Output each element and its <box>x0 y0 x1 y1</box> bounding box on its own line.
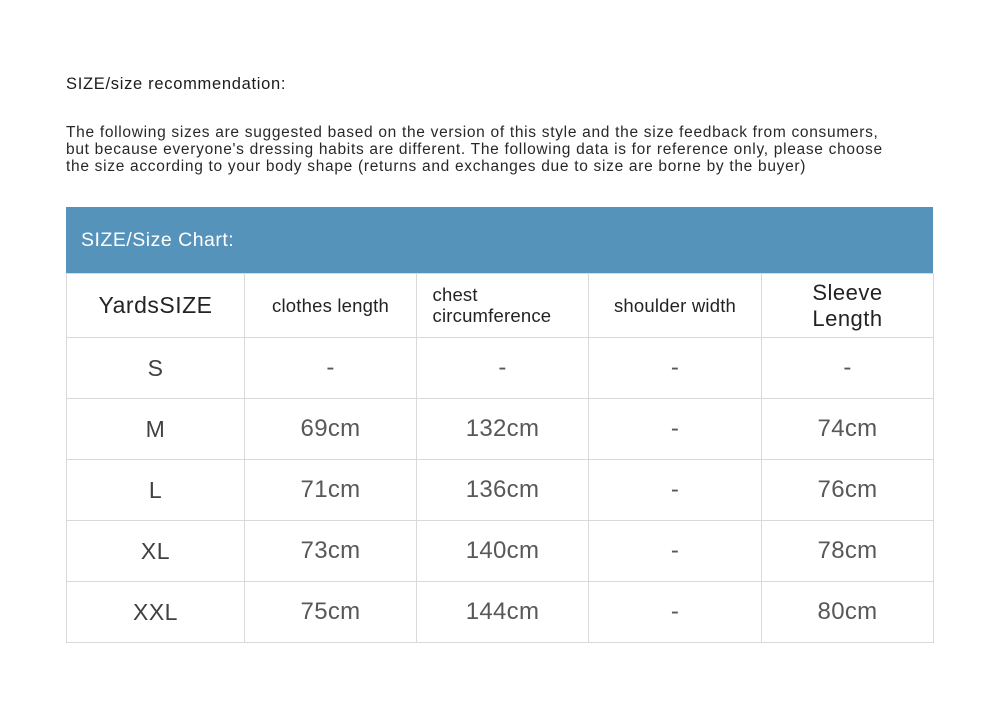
clothes-length-cell: - <box>244 337 417 399</box>
clothes-length-cell: 73cm <box>244 520 417 582</box>
header-clothes-length: clothes length <box>244 273 417 338</box>
size-recommendation-text: The following sizes are suggested based … <box>66 124 883 176</box>
chest-circumference-cell: - <box>416 337 589 399</box>
sleeve-length-cell: 76cm <box>761 459 934 521</box>
table-row-xl: XL 73cm 140cm - 78cm <box>66 520 934 582</box>
table-row-l: L 71cm 136cm - 76cm <box>66 459 934 521</box>
header-shoulder-width: shoulder width <box>588 273 762 338</box>
table-row-xxl: XXL 75cm 144cm - 80cm <box>66 581 934 643</box>
size-label-cell: M <box>66 398 245 460</box>
size-chart-title: SIZE/Size Chart: <box>81 228 235 251</box>
chest-circumference-cell: 136cm <box>416 459 589 521</box>
table-row-m: M 69cm 132cm - 74cm <box>66 398 934 460</box>
size-table-header-row: YardsSIZE clothes length chest circumfer… <box>66 273 934 338</box>
clothes-length-cell: 71cm <box>244 459 417 521</box>
size-label-cell: XL <box>66 520 245 582</box>
header-yards-size: YardsSIZE <box>66 273 245 338</box>
chest-circumference-cell: 144cm <box>416 581 589 643</box>
shoulder-width-cell: - <box>588 459 762 521</box>
clothes-length-cell: 69cm <box>244 398 417 460</box>
page-title: SIZE/size recommendation: <box>66 75 287 93</box>
shoulder-width-cell: - <box>588 520 762 582</box>
table-row-s: S - - - - <box>66 337 934 399</box>
description-line: the size according to your body shape (r… <box>66 158 807 176</box>
sleeve-length-cell: 78cm <box>761 520 934 582</box>
size-label-cell: S <box>66 337 245 399</box>
size-chart-title-bar: SIZE/Size Chart: <box>66 207 933 273</box>
shoulder-width-cell: - <box>588 581 762 643</box>
sleeve-length-cell: - <box>761 337 934 399</box>
chest-circumference-cell: 132cm <box>416 398 589 460</box>
header-chest-circumference: chest circumference <box>416 273 589 338</box>
size-label-cell: XXL <box>66 581 245 643</box>
description-line: but because everyone's dressing habits a… <box>66 141 883 159</box>
size-label-cell: L <box>66 459 245 521</box>
shoulder-width-cell: - <box>588 398 762 460</box>
header-sleeve-length: Sleeve Length <box>761 273 934 338</box>
clothes-length-cell: 75cm <box>244 581 417 643</box>
header-chest-circumference-label: chest circumference <box>432 284 552 326</box>
shoulder-width-cell: - <box>588 337 762 399</box>
size-table: YardsSIZE clothes length chest circumfer… <box>66 273 934 643</box>
header-sleeve-length-label: Sleeve Length <box>812 279 883 331</box>
sleeve-length-cell: 80cm <box>761 581 934 643</box>
chest-circumference-cell: 140cm <box>416 520 589 582</box>
description-line: The following sizes are suggested based … <box>66 124 879 141</box>
sleeve-length-cell: 74cm <box>761 398 934 460</box>
